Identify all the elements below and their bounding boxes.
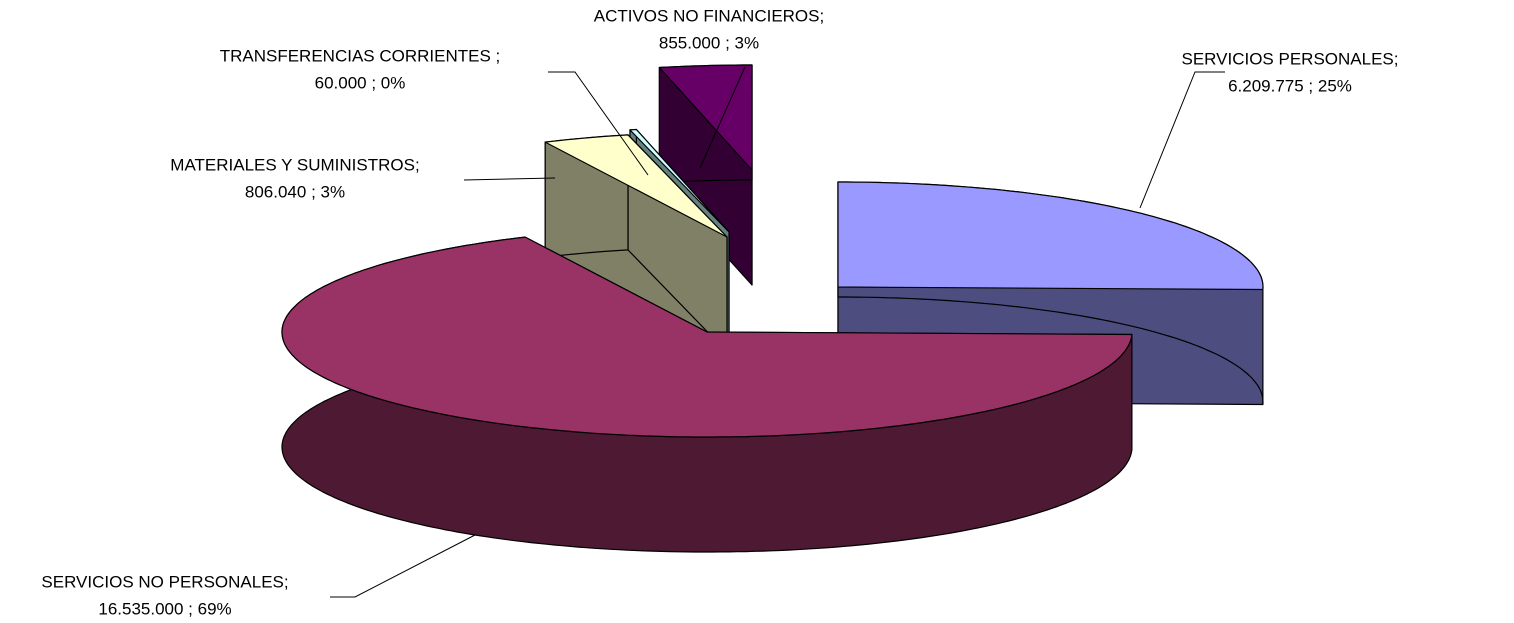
leader-line	[1139, 71, 1225, 209]
leader-line	[548, 71, 649, 176]
leader-line	[463, 177, 556, 181]
slice-top	[837, 181, 1264, 291]
data-label-name: MATERIALES Y SUMINISTROS;	[170, 155, 419, 174]
data-label-value: 806.040 ; 3%	[245, 182, 345, 201]
data-label-name: SERVICIOS PERSONALES;	[1182, 49, 1399, 68]
data-label-value: 6.209.775 ; 25%	[1228, 76, 1352, 95]
data-label-value: 60.000 ; 0%	[315, 73, 406, 92]
pie-slice	[544, 134, 728, 353]
pie-slice	[658, 64, 753, 286]
data-label-value: 16.535.000 ; 69%	[98, 599, 231, 618]
slice-top	[544, 134, 728, 238]
slice-top	[629, 128, 730, 233]
data-label-name: SERVICIOS NO PERSONALES;	[41, 572, 288, 591]
leader-line	[330, 534, 476, 598]
pie-slice	[281, 236, 1133, 553]
data-label-name: TRANSFERENCIAS CORRIENTES ;	[220, 46, 501, 65]
leader-line	[699, 66, 746, 169]
slice-top	[281, 236, 1133, 438]
data-label-name: ACTIVOS NO FINANCIEROS;	[594, 6, 824, 25]
slice-top	[658, 64, 753, 171]
data-label-value: 855.000 ; 3%	[659, 33, 759, 52]
